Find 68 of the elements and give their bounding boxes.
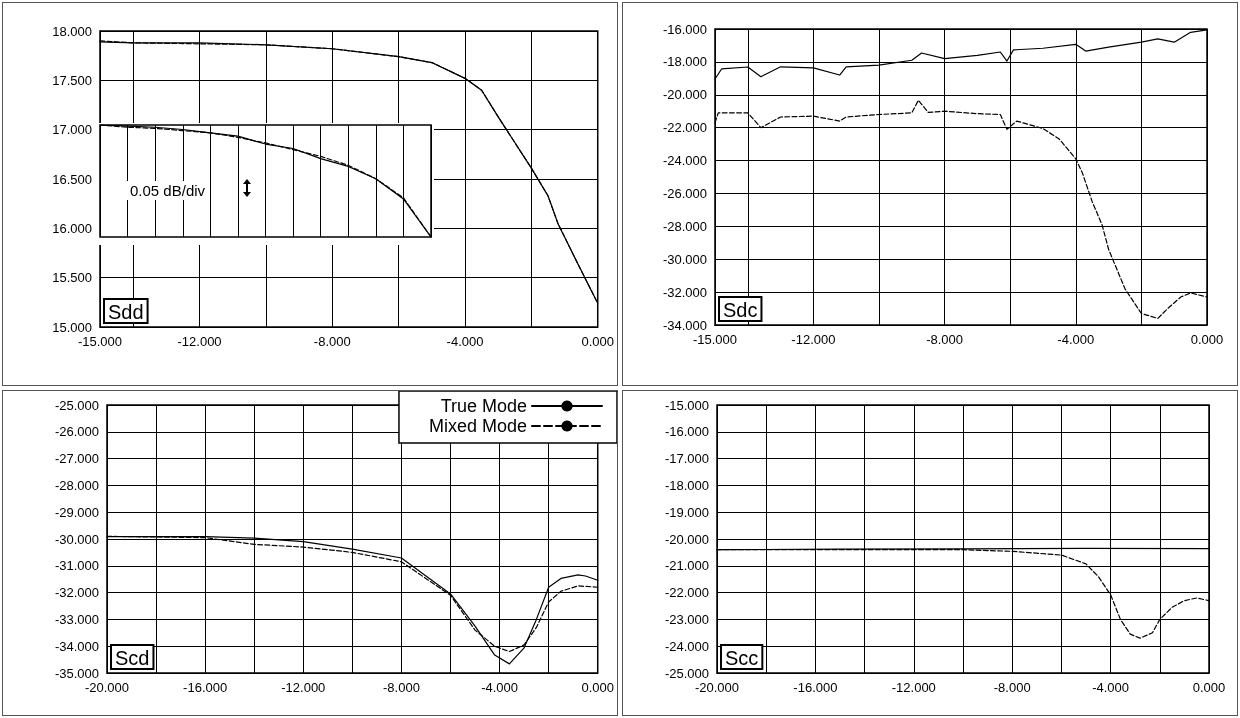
legend-label: True Mode xyxy=(440,396,527,416)
y-tick-label: -26.000 xyxy=(662,185,707,201)
annotation: 0.05 dB/div xyxy=(130,182,206,199)
x-tick-label: -4.000 xyxy=(481,680,519,695)
annotation: Sdd xyxy=(108,301,144,323)
x-tick-label: -12.000 xyxy=(791,332,836,347)
y-tick-label: -27.000 xyxy=(54,451,99,467)
y-tick-label: -32.000 xyxy=(662,284,707,300)
annotation: Sdc xyxy=(723,299,758,321)
annotation: Scc xyxy=(725,647,759,669)
y-tick-label: -21.000 xyxy=(664,558,709,574)
y-tick-label: -31.000 xyxy=(54,558,99,574)
x-tick-label: -12.000 xyxy=(281,680,326,695)
y-tick-label: 18.000 xyxy=(52,23,92,39)
x-tick-label: 0.000 xyxy=(581,334,615,349)
x-tick-label: -12.000 xyxy=(891,680,936,695)
y-tick-label: -32.000 xyxy=(54,585,99,601)
x-tick-label: -8.000 xyxy=(926,332,964,347)
x-tick-label: -8.000 xyxy=(993,680,1031,695)
x-tick-label: -20.000 xyxy=(84,680,130,695)
y-tick-label: -24.000 xyxy=(662,153,707,169)
x-tick-label: -8.000 xyxy=(313,334,351,349)
annotation: Scd xyxy=(115,647,150,669)
y-tick-label: -23.000 xyxy=(664,611,709,627)
y-tick-label: -28.000 xyxy=(662,218,707,234)
y-tick-label: 16.500 xyxy=(52,171,92,187)
x-tick-label: -4.000 xyxy=(1057,332,1095,347)
y-tick-label: -19.000 xyxy=(664,504,709,520)
x-tick-label: 0.000 xyxy=(1190,332,1224,347)
y-tick-label: -29.000 xyxy=(54,504,99,520)
y-tick-label: -34.000 xyxy=(662,317,707,333)
y-tick-label: 17.500 xyxy=(52,72,92,88)
y-tick-label: -34.000 xyxy=(54,638,99,654)
y-tick-label: -16.000 xyxy=(664,424,709,440)
y-tick-label: -18.000 xyxy=(662,54,707,70)
y-tick-label: -25.000 xyxy=(54,397,99,413)
y-tick-label: -15.000 xyxy=(664,397,709,413)
y-tick-label: -25.000 xyxy=(664,665,709,681)
y-tick-label: -28.000 xyxy=(54,477,99,493)
x-tick-label: -16.000 xyxy=(183,680,228,695)
x-tick-label: -12.000 xyxy=(177,334,222,349)
x-tick-label: -4.000 xyxy=(1092,680,1130,695)
y-tick-label: -20.000 xyxy=(664,531,709,547)
legend-label: Mixed Mode xyxy=(428,416,527,436)
x-tick-label: -15.000 xyxy=(77,334,123,349)
x-tick-label: -20.000 xyxy=(694,680,740,695)
y-tick-label: -20.000 xyxy=(662,87,707,103)
y-tick-label: -30.000 xyxy=(662,251,707,267)
y-tick-label: -17.000 xyxy=(664,451,709,467)
y-tick-label: -24.000 xyxy=(664,638,709,654)
x-tick-label: 0.000 xyxy=(1192,680,1226,695)
x-tick-label: -16.000 xyxy=(793,680,838,695)
y-tick-label: 17.000 xyxy=(52,122,92,138)
x-tick-label: -15.000 xyxy=(692,332,738,347)
x-tick-label: -8.000 xyxy=(383,680,420,695)
y-tick-label: -22.000 xyxy=(664,585,709,601)
y-tick-label: -26.000 xyxy=(54,424,99,440)
y-tick-label: 16.000 xyxy=(52,220,92,236)
y-tick-label: 15.500 xyxy=(52,270,92,286)
y-tick-label: 15.000 xyxy=(52,319,92,335)
y-tick-label: -16.000 xyxy=(662,21,707,37)
y-tick-label: -22.000 xyxy=(662,120,707,136)
y-tick-label: -35.000 xyxy=(54,665,99,681)
y-tick-label: -18.000 xyxy=(664,477,709,493)
x-tick-label: 0.000 xyxy=(581,680,615,695)
y-tick-label: -33.000 xyxy=(54,611,99,627)
x-tick-label: -4.000 xyxy=(446,334,484,349)
y-tick-label: -30.000 xyxy=(54,531,99,547)
